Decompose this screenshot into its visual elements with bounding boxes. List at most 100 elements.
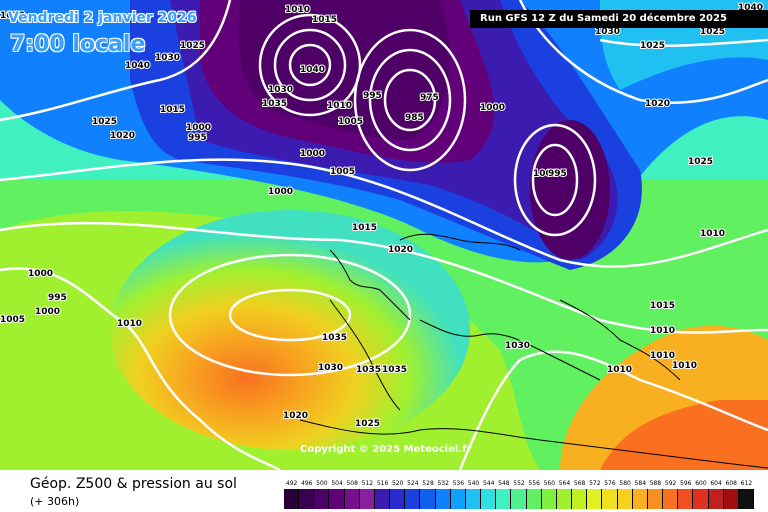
legend-swatch [738,489,754,509]
pressure-label: 1020 [283,411,308,421]
legend-label: 532 [437,480,449,487]
pressure-label: 1000 [300,149,325,159]
pressure-label: 1010 [117,319,142,329]
legend-swatch [708,489,724,509]
legend-swatch [526,489,542,509]
legend-swatch [587,489,603,509]
pressure-label: 1000 [268,187,293,197]
bottom-bar: Géop. Z500 & pression au sol (+ 306h) 49… [0,470,768,512]
legend-swatch [602,489,618,509]
legend-swatch [450,489,466,509]
legend-swatch [617,489,633,509]
legend-label: 572 [589,480,601,487]
pressure-label: 1000 [533,169,558,179]
pressure-label: 1020 [388,245,413,255]
pressure-label: 1000 [28,269,53,279]
legend-label: 568 [573,480,586,487]
pressure-label: 1005 [0,315,25,325]
legend-label: 552 [513,480,525,487]
pressure-label: 1020 [0,11,25,21]
pressure-label: 1010 [607,365,632,375]
pressure-label: 1030 [318,363,343,373]
pressure-label: 1035 [262,99,287,109]
pressure-label: 1025 [92,117,117,127]
legend-swatch [511,489,527,509]
legend-label: 492 [285,480,298,487]
legend-swatch [314,489,330,509]
pressure-label: 1025 [180,41,205,51]
pressure-label: 1000 [186,123,211,133]
pressure-label: 1025 [688,157,713,167]
pressure-label: 995 [548,169,567,179]
valid-time: 7:00 locale [10,32,146,57]
legend-label: 548 [498,480,510,487]
pressure-label: 1030 [155,53,180,63]
pressure-label: 1015 [160,105,185,115]
legend-swatch [435,489,451,509]
legend-swatch [405,489,421,509]
legend-label: 496 [301,480,313,487]
color-legend: 492 496 500 504 508 512 516 520 524 528 532 536 540 5… [284,480,754,510]
legend-label: 608 [725,480,737,487]
legend-label: 584 [634,480,647,487]
copyright: Copyright © 2025 Meteociel.fr [300,444,472,455]
pressure-label: 1035 [356,365,381,375]
legend-label: 500 [316,480,328,487]
legend-swatch [556,489,573,509]
legend-swatch [359,489,375,509]
legend-swatch [465,489,482,509]
pressure-label: 995 [48,293,67,303]
legend-swatch [647,489,664,509]
legend-swatch [344,489,360,509]
pressure-label: 1010 [650,351,675,361]
legend-label: 580 [619,480,631,487]
pressure-label: 1010 [327,101,352,111]
legend-label: 560 [543,480,556,487]
legend-swatch [390,489,406,509]
run-info: Run GFS 12 Z du Samedi 20 décembre 2025 [470,10,768,28]
pressure-label: 995 [363,91,382,101]
legend-swatch [723,489,739,509]
product-title: Géop. Z500 & pression au sol [30,476,237,492]
legend-label: 508 [346,480,358,487]
legend-swatch [678,489,694,509]
pressure-label: 975 [420,93,439,103]
legend-swatch [481,489,497,509]
pressure-label: 985 [405,113,424,123]
legend-label: 504 [331,480,343,487]
legend-label: 564 [558,480,571,487]
pressure-label: 1005 [338,117,363,127]
pressure-label: 1015 [312,15,337,25]
legend-label: 528 [422,480,434,487]
legend-label: 600 [695,480,707,487]
legend-swatch [496,489,512,509]
pressure-label: 1000 [35,307,60,317]
legend-swatch [284,489,300,509]
legend-label: 604 [710,480,722,487]
legend-label: 592 [664,480,677,487]
pressure-label: 1025 [700,27,725,37]
legend-swatch [663,489,679,509]
legend-swatch [541,489,557,509]
legend-label: 540 [467,480,480,487]
pressure-label: 1030 [505,341,530,351]
legend-label: 544 [482,480,495,487]
pressure-label: 1035 [382,365,407,375]
legend-label: 596 [680,480,692,487]
legend-swatch [632,489,648,509]
pressure-label: 1010 [285,5,310,15]
pressure-label: 1000 [480,103,505,113]
legend-label: 524 [407,480,419,487]
legend-label: 576 [604,480,616,487]
pressure-label: 1025 [640,41,665,51]
legend-label: 512 [361,480,374,487]
pressure-label: 1020 [645,99,670,109]
pressure-label: 1010 [672,361,697,371]
legend-label: 516 [376,480,389,487]
pressure-label: 1035 [322,333,347,343]
legend-label: 588 [649,480,662,487]
pressure-label: 1020 [110,131,135,141]
legend-label: 612 [740,480,753,487]
